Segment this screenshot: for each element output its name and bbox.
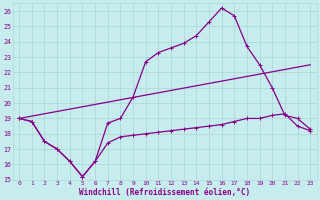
X-axis label: Windchill (Refroidissement éolien,°C): Windchill (Refroidissement éolien,°C) [79, 188, 250, 197]
